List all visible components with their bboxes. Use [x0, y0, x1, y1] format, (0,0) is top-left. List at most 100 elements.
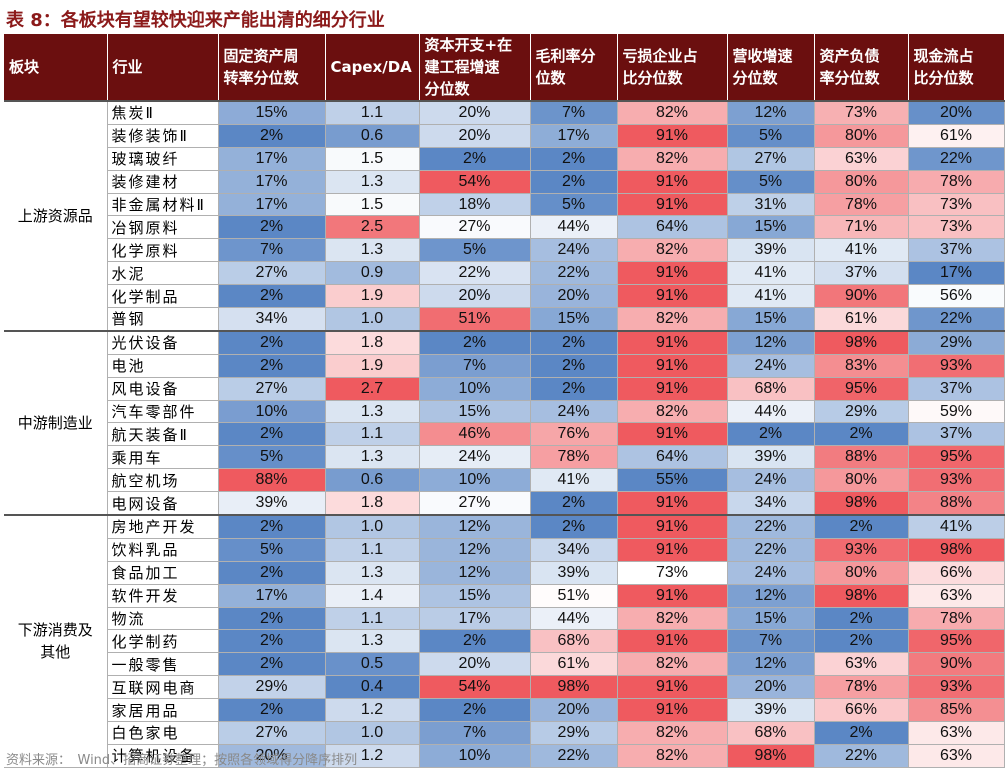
value-cell: 15%	[726, 215, 815, 240]
value-cell: 90%	[907, 652, 1005, 677]
value-cell: 41%	[813, 238, 909, 263]
value-cell: 17%	[418, 606, 531, 631]
value-cell: 41%	[907, 514, 1005, 539]
table-row: 汽车零部件 10% 1.3 15% 24% 82% 44% 29% 59%	[4, 399, 1005, 424]
industry-cell: 化学制品	[106, 284, 219, 309]
table-row: 中游制造业 光伏设备 2% 1.8 2% 2% 91% 12% 98% 29%	[4, 329, 1005, 516]
value-cell: 78%	[813, 192, 909, 217]
value-cell: 41%	[726, 261, 815, 286]
header-metric: Capex/DA	[324, 34, 419, 101]
table-title: 表 8：各板块有望较快迎来产能出清的细分行业	[6, 10, 385, 31]
value-cell: 2%	[813, 514, 909, 539]
industry-cell: 装修装饰Ⅱ	[106, 123, 219, 148]
value-cell: 63%	[907, 583, 1005, 608]
header-line: 资本开支+在	[424, 36, 513, 54]
header-metric: 毛利率分 位数	[529, 34, 617, 101]
value-cell: 1.9	[324, 284, 420, 309]
sector-name-line: 上游资源品	[17, 206, 93, 225]
value-cell: 82%	[616, 307, 728, 332]
value-cell: 88%	[813, 445, 909, 470]
value-cell: 98%	[907, 537, 1005, 562]
header-sector: 板块	[4, 34, 107, 101]
value-cell: 44%	[726, 399, 815, 424]
value-cell: 82%	[616, 99, 728, 125]
header-line: Capex/DA	[330, 58, 412, 76]
table-row: 家居用品 2% 1.2 2% 20% 91% 39% 66% 85%	[4, 698, 1005, 723]
industry-cell: 冶钢原料	[106, 215, 219, 240]
value-cell: 31%	[726, 192, 815, 217]
table-row: 航空机场 88% 0.6 10% 41% 55% 24% 80% 93%	[4, 468, 1005, 493]
value-cell: 91%	[616, 353, 728, 378]
value-cell: 82%	[616, 606, 728, 631]
table-row: 上游资源品 焦炭Ⅱ 15% 1.1 20% 7% 82% 12% 73% 20%	[4, 99, 1005, 332]
value-cell: 2%	[217, 606, 326, 631]
value-cell: 1.3	[324, 445, 420, 470]
value-cell: 22%	[813, 743, 909, 768]
industry-cell: 一般零售	[106, 652, 219, 677]
industry-cell: 食品加工	[106, 560, 219, 585]
industry-cell: 家居用品	[106, 698, 219, 723]
value-cell: 2%	[217, 329, 326, 355]
industry-cell: 化学原料	[106, 238, 219, 263]
value-cell: 27%	[217, 376, 326, 401]
table-row: 非金属材料Ⅱ 17% 1.5 18% 5% 91% 31% 78% 73%	[4, 192, 1005, 217]
table-row: 航天装备Ⅱ 2% 1.1 46% 76% 91% 2% 2% 37%	[4, 422, 1005, 447]
value-cell: 24%	[726, 353, 815, 378]
value-cell: 1.3	[324, 169, 420, 194]
value-cell: 12%	[726, 652, 815, 677]
value-cell: 63%	[907, 743, 1005, 768]
value-cell: 7%	[418, 353, 531, 378]
value-cell: 95%	[907, 445, 1005, 470]
value-cell: 82%	[616, 146, 728, 171]
value-cell: 46%	[418, 422, 531, 447]
header-line: 分位数	[424, 80, 470, 98]
value-cell: 7%	[217, 238, 326, 263]
value-cell: 22%	[529, 743, 618, 768]
table-row: 普钢 34% 1.0 51% 15% 82% 15% 61% 22%	[4, 307, 1005, 332]
value-cell: 5%	[418, 238, 531, 263]
industry-cell: 物流	[106, 606, 219, 631]
value-cell: 22%	[418, 261, 531, 286]
value-cell: 1.1	[324, 422, 420, 447]
table-row: 下游消费及 其他 房地产开发 2% 1.0 12% 2% 91% 22% 2% 41%	[4, 514, 1005, 768]
header-metric: 亏损企业占 比分位数	[616, 34, 727, 101]
industry-cell: 焦炭Ⅱ	[106, 99, 219, 125]
value-cell: 2%	[217, 629, 326, 654]
value-cell: 1.5	[324, 146, 420, 171]
value-cell: 37%	[907, 238, 1005, 263]
value-cell: 54%	[418, 675, 531, 700]
value-cell: 93%	[907, 675, 1005, 700]
value-cell: 91%	[616, 376, 728, 401]
header-line: 位数	[535, 69, 566, 87]
industry-cell: 饮料乳品	[106, 537, 219, 562]
industry-cell: 计算机设备	[106, 743, 219, 768]
header-line: 固定资产周	[223, 47, 299, 65]
value-cell: 1.3	[324, 399, 420, 424]
value-cell: 95%	[907, 629, 1005, 654]
value-cell: 39%	[726, 238, 815, 263]
value-cell: 56%	[907, 284, 1005, 309]
table-row: 软件开发 17% 1.4 15% 51% 91% 12% 98% 63%	[4, 583, 1005, 608]
value-cell: 68%	[726, 376, 815, 401]
value-cell: 76%	[529, 422, 618, 447]
value-cell: 91%	[616, 629, 728, 654]
value-cell: 91%	[616, 537, 728, 562]
table-row: 乘用车 5% 1.3 24% 78% 64% 39% 88% 95%	[4, 445, 1005, 470]
value-cell: 17%	[217, 192, 326, 217]
value-cell: 29%	[813, 399, 909, 424]
header-industry: 行业	[106, 34, 218, 101]
table-row: 装修建材 17% 1.3 54% 2% 91% 5% 80% 78%	[4, 169, 1005, 194]
value-cell: 2%	[217, 698, 326, 723]
industry-cell: 乘用车	[106, 445, 219, 470]
value-cell: 1.8	[324, 491, 420, 516]
value-cell: 93%	[907, 353, 1005, 378]
value-cell: 2%	[529, 169, 618, 194]
header-line: 现金流占	[913, 47, 974, 65]
sector-cell: 下游消费及 其他	[4, 514, 108, 768]
industry-cell: 化学制药	[106, 629, 219, 654]
value-cell: 12%	[726, 99, 815, 125]
value-cell: 91%	[616, 329, 728, 355]
value-cell: 0.6	[324, 468, 420, 493]
value-cell: 1.0	[324, 307, 420, 332]
value-cell: 22%	[907, 307, 1005, 332]
